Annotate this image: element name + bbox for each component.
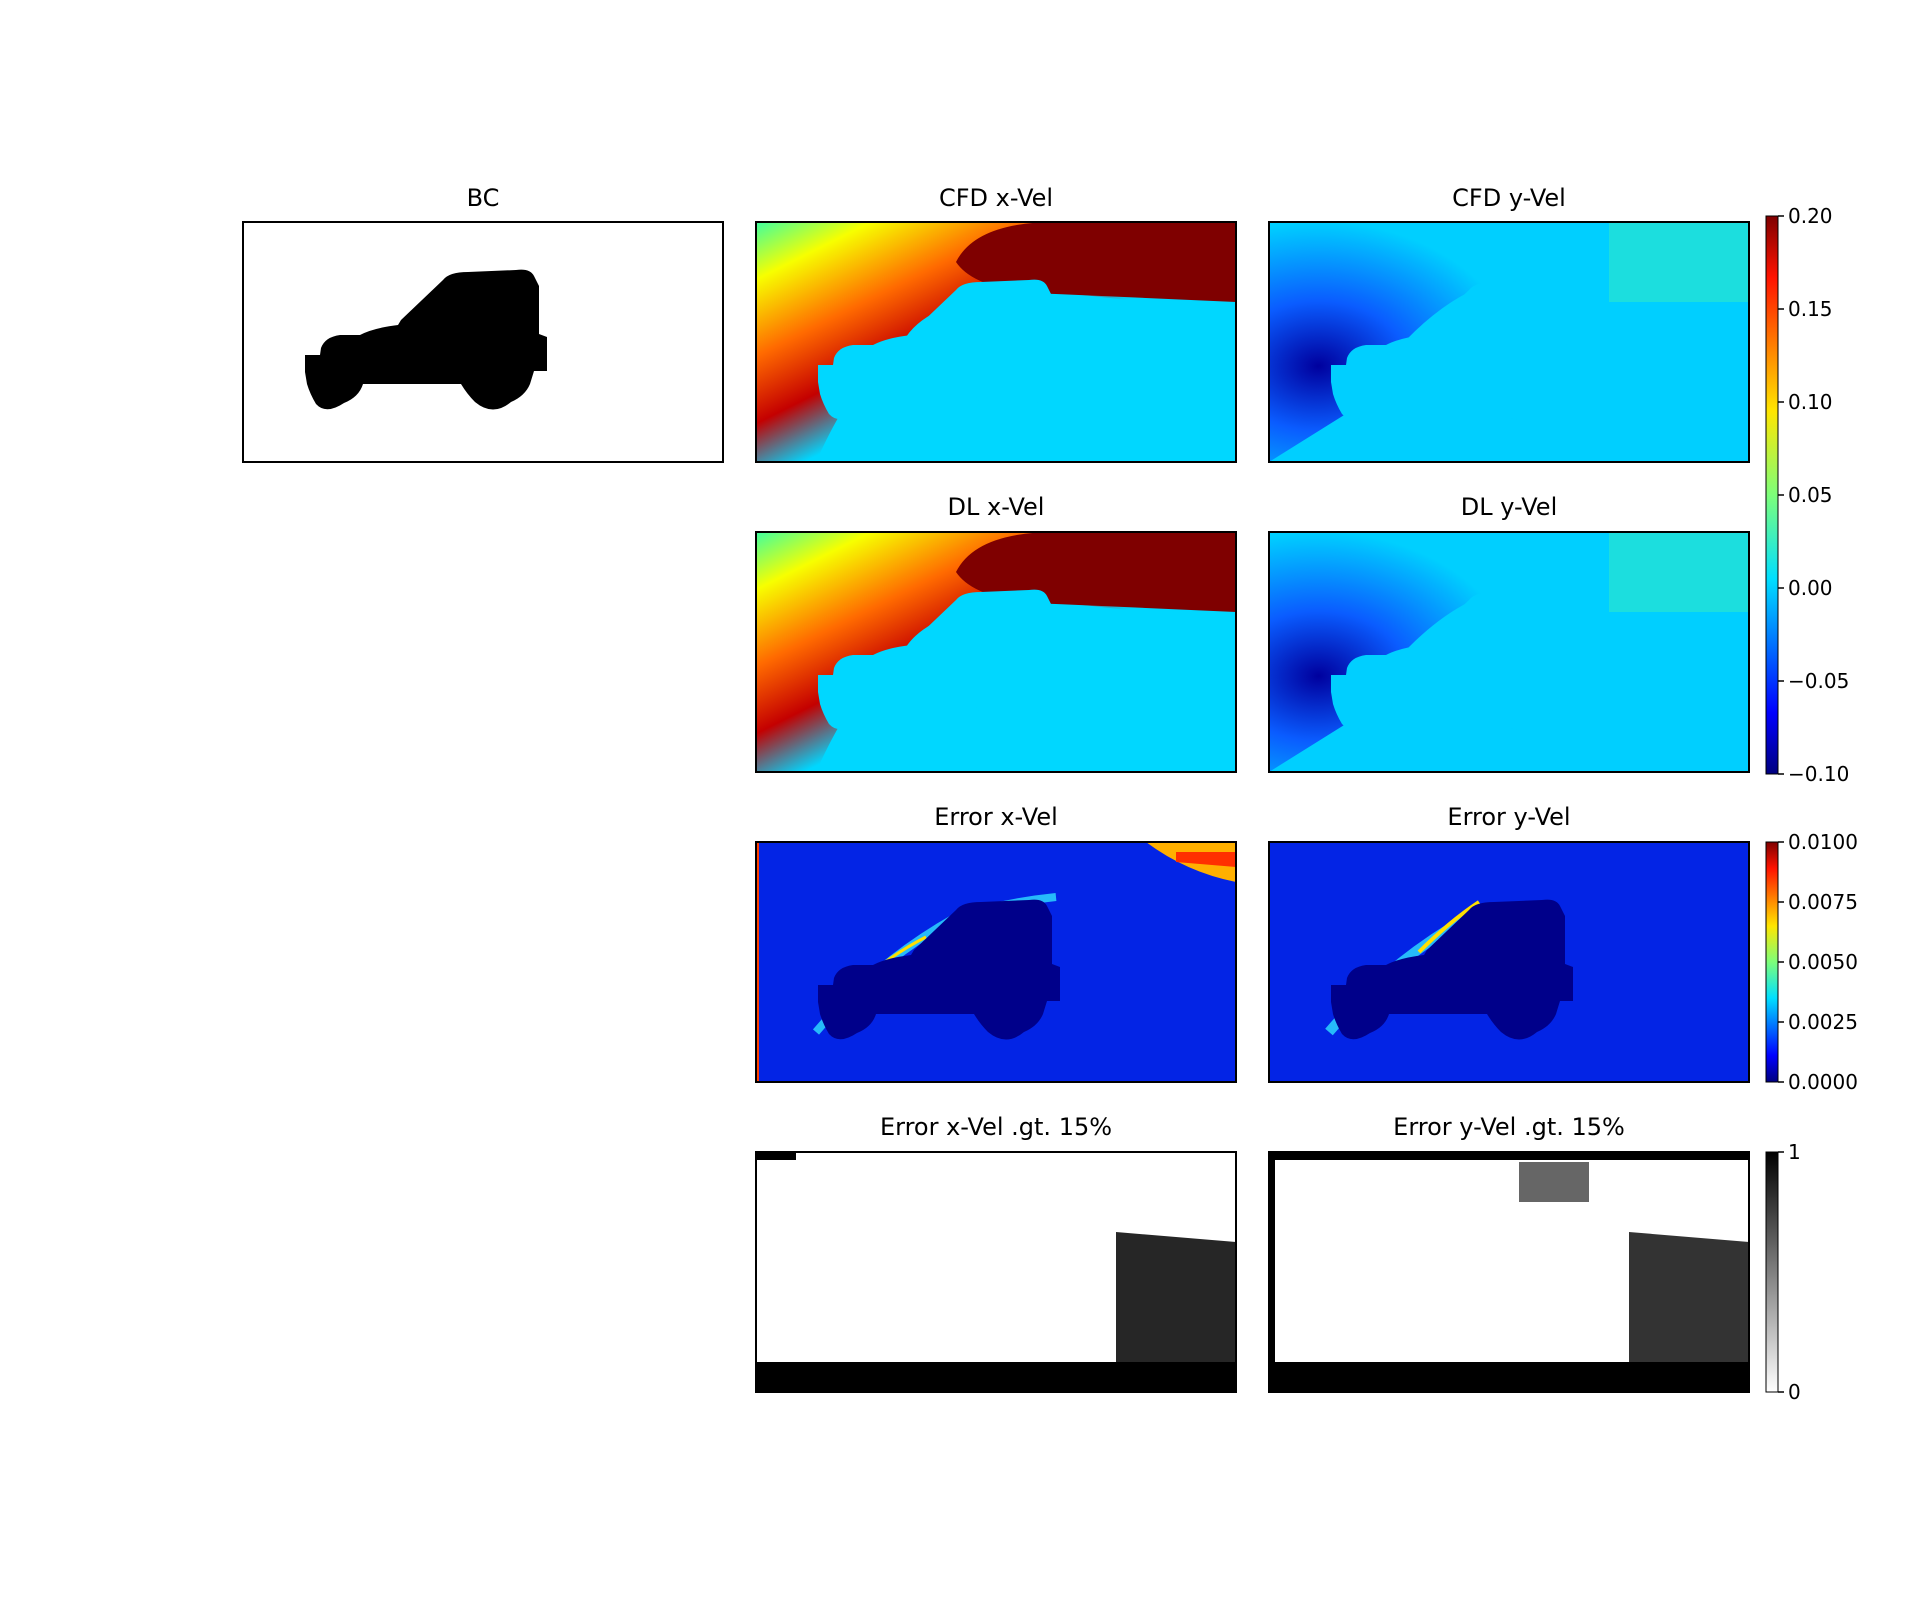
colorbar-error-tick-label: 0.0100 — [1788, 830, 1858, 854]
panel-cfd-y-vel — [1268, 221, 1750, 463]
panel-error-x-vel — [755, 841, 1237, 1083]
colorbar-error-tick-label: 0.0025 — [1788, 1010, 1858, 1034]
panel-dl-x-vel — [755, 531, 1237, 773]
colorbar-velocity-tick-label: 0.15 — [1788, 297, 1833, 321]
colorbar-velocity-tick-label: 0.10 — [1788, 390, 1833, 414]
panel-bc — [242, 221, 724, 463]
panel-title-error-x-vel: Error x-Vel — [934, 803, 1058, 831]
colorbar-error-tick-label: 0.0075 — [1788, 890, 1858, 914]
colorbar-error — [1765, 841, 1779, 1083]
panel-title-error-x-vel-gt-15: Error x-Vel .gt. 15% — [879, 1113, 1113, 1141]
panel-title-cfd-y-vel: CFD y-Vel — [1452, 184, 1566, 212]
panel-title-dl-x-vel: DL x-Vel — [947, 493, 1045, 521]
colorbar-binary — [1765, 1151, 1779, 1393]
colorbar-binary-tick-label: 1 — [1788, 1140, 1801, 1164]
panel-error-x-vel-gt-15 — [755, 1151, 1237, 1393]
panel-title-dl-y-vel: DL y-Vel — [1460, 493, 1558, 521]
colorbar-ticks — [1778, 215, 1784, 1393]
panel-title-bc: BC — [466, 184, 500, 212]
colorbar-velocity-tick-label: 0.00 — [1788, 576, 1833, 600]
panel-error-y-vel-gt-15 — [1268, 1151, 1750, 1393]
colorbar-velocity — [1765, 215, 1779, 775]
panel-error-y-vel — [1268, 841, 1750, 1083]
colorbar-error-tick-label: 0.0050 — [1788, 950, 1858, 974]
colorbar-binary-tick-label: 0 — [1788, 1380, 1801, 1404]
colorbar-velocity-tick-label: −0.10 — [1788, 762, 1850, 786]
panel-cfd-x-vel — [755, 221, 1237, 463]
colorbar-velocity-tick-label: 0.20 — [1788, 204, 1833, 228]
panel-dl-y-vel — [1268, 531, 1750, 773]
panel-title-error-y-vel: Error y-Vel — [1447, 803, 1571, 831]
panel-title-error-y-vel-gt-15: Error y-Vel .gt. 15% — [1393, 1113, 1625, 1141]
colorbar-velocity-tick-label: −0.05 — [1788, 669, 1850, 693]
panel-title-cfd-x-vel: CFD x-Vel — [938, 184, 1054, 212]
colorbar-error-tick-label: 0.0000 — [1788, 1070, 1858, 1094]
colorbar-velocity-tick-label: 0.05 — [1788, 483, 1833, 507]
